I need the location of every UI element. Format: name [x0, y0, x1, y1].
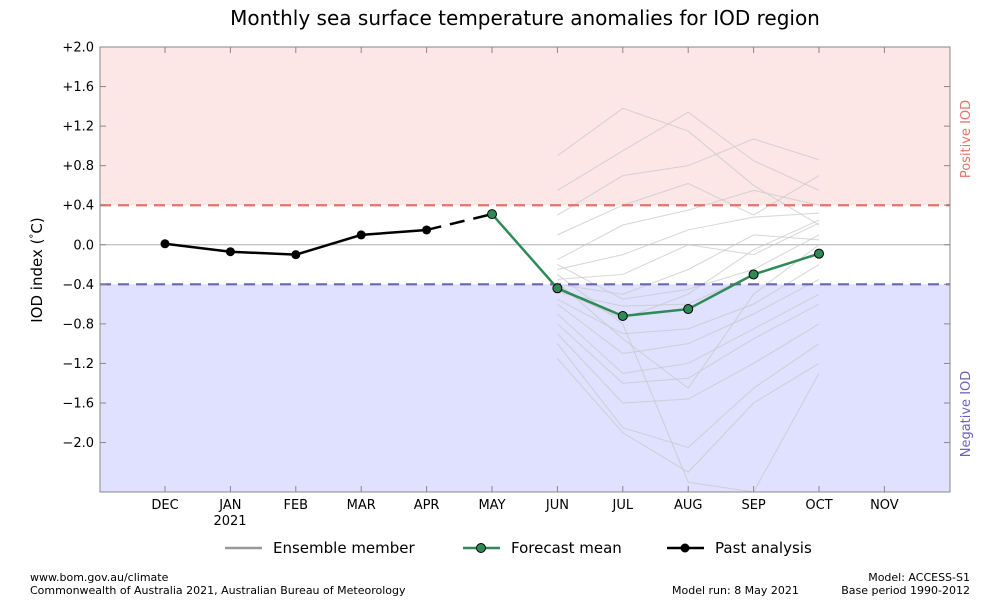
- forecast-mean-point: [617, 310, 628, 321]
- y-tick-label: +0.8: [62, 159, 94, 174]
- x-tick-label: JAN: [218, 498, 241, 513]
- ensemble-member-line: [557, 138, 820, 216]
- past-analysis-point: [291, 250, 301, 260]
- ensemble-member-line: [557, 219, 820, 320]
- legend-forecast-label: Forecast mean: [511, 539, 622, 557]
- ensemble-members: [557, 107, 820, 493]
- footer-model-run: Model run: 8 May 2021: [672, 584, 799, 597]
- ensemble-member-line: [557, 212, 820, 270]
- forecast-mean-point: [552, 283, 563, 294]
- forecast-mean-point: [748, 269, 759, 280]
- forecast-mean-point: [683, 304, 694, 315]
- plot-frame: [99, 46, 951, 493]
- ensemble-member-line: [557, 293, 820, 374]
- y-tick-label: +1.2: [62, 120, 94, 135]
- chart-title: Monthly sea surface temperature anomalie…: [230, 6, 820, 30]
- legend-past-marker: [680, 543, 690, 553]
- y-tick-label: 0.0: [73, 238, 94, 253]
- y-tick-label: −1.2: [62, 357, 94, 372]
- x-tick-label: MAR: [347, 498, 376, 513]
- ensemble-member-line: [557, 264, 820, 335]
- y-tick-label: +0.4: [62, 199, 94, 214]
- y-tick-label: +2.0: [62, 41, 94, 56]
- negative-iod-zone: [100, 284, 950, 492]
- ensemble-member-line: [557, 175, 820, 236]
- forecast-mean-point: [487, 209, 497, 220]
- forecast-mean-point: [814, 248, 824, 259]
- past-analysis-point: [422, 225, 432, 235]
- ensemble-member-line: [557, 234, 820, 300]
- x-tick-label: JUN: [545, 498, 569, 513]
- y-tick-label: −0.8: [62, 317, 94, 332]
- past-to-forecast-dash: [426, 212, 493, 232]
- x-tick-label: FEB: [283, 498, 308, 513]
- negative-iod-label: Negative IOD: [959, 371, 974, 458]
- ensemble-member-line: [557, 244, 820, 389]
- ensemble-member-line: [557, 303, 820, 384]
- forecast-mean-line: [491, 213, 820, 318]
- ensemble-member-line: [557, 323, 820, 404]
- ensemble-member-line: [557, 111, 820, 191]
- y-tick-label: −1.6: [62, 397, 94, 412]
- footer-copyright: Commonwealth of Australia 2021, Australi…: [30, 584, 406, 597]
- legend: Ensemble member Forecast mean Past analy…: [225, 539, 812, 557]
- x-tick-label: NOV: [870, 498, 899, 513]
- ensemble-member-line: [557, 189, 820, 261]
- ensemble-member-line: [557, 343, 820, 449]
- ensemble-member-line: [557, 278, 820, 355]
- x-tick-label: OCT: [805, 498, 832, 513]
- ensemble-member-line: [557, 222, 820, 280]
- y-tick-label: −0.4: [62, 278, 94, 293]
- past-analysis-point: [160, 239, 170, 249]
- y-axis-label: IOD index (°C): [28, 217, 46, 323]
- past-analysis-series: [160, 212, 493, 260]
- ensemble-member-line: [557, 107, 820, 226]
- positive-iod-zone: [100, 47, 950, 206]
- x-tick-label: APR: [414, 498, 440, 513]
- footer-model: Model: ACCESS-S1: [868, 571, 970, 584]
- x-tick-label: MAY: [478, 498, 505, 513]
- x-tick-label: DEC: [151, 498, 178, 513]
- y-tick-label: −2.0: [62, 436, 94, 451]
- ensemble-member-line: [557, 358, 820, 473]
- past-analysis-point: [225, 247, 235, 257]
- x-tick-label: AUG: [674, 498, 702, 513]
- x-axis: DEC JAN FEB MAR APR MAY JUN JUL AUG SEP OCT NOV: [151, 47, 899, 513]
- y-axis: +2.0 +1.6 +1.2 +0.8 +0.4 0.0 −0.4 −0.8 −1.2 −1.6 −…: [62, 41, 950, 451]
- ensemble-member-line: [557, 234, 820, 295]
- legend-forecast-marker: [476, 543, 486, 553]
- past-analysis-point: [356, 230, 366, 240]
- year-label: 2021: [213, 514, 246, 529]
- footer-url: www.bom.gov.au/climate: [30, 571, 169, 584]
- forecast-mean-series: [487, 209, 824, 321]
- x-tick-label: SEP: [741, 498, 765, 513]
- legend-past-label: Past analysis: [715, 539, 812, 557]
- footer-base-period: Base period 1990-2012: [841, 584, 970, 597]
- y-tick-label: +1.6: [62, 80, 94, 95]
- legend-ensemble-label: Ensemble member: [273, 539, 416, 557]
- x-tick-label: JUL: [612, 498, 634, 513]
- positive-iod-label: Positive IOD: [959, 100, 974, 178]
